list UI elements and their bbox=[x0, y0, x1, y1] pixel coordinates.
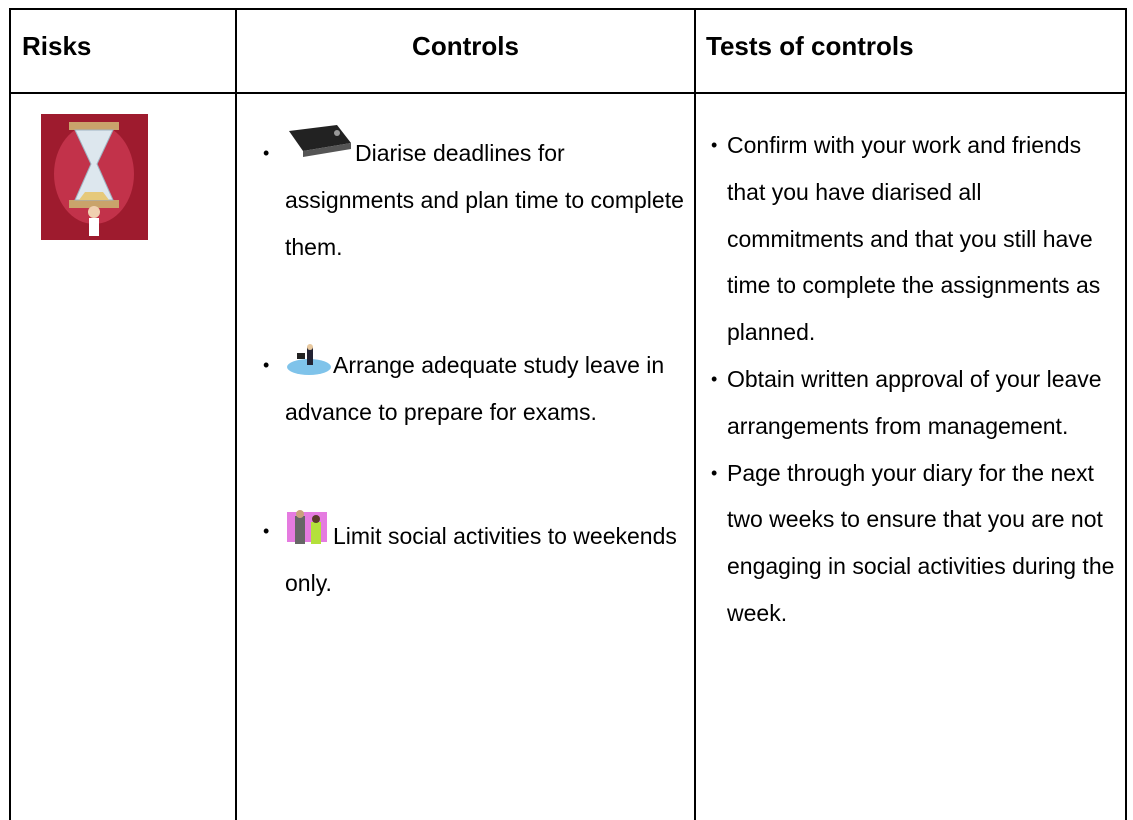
item-text: Diarise deadlines for assignments and pl… bbox=[285, 140, 684, 260]
leave-icon bbox=[287, 344, 331, 376]
list-item: • Diarise deadlines for assignments and p… bbox=[263, 125, 685, 270]
column-header: Controls bbox=[412, 31, 519, 61]
bullet: • bbox=[263, 143, 270, 163]
bullet: • bbox=[711, 135, 718, 155]
list-item: • Arrange adequate study leave in advance… bbox=[263, 342, 685, 436]
bullet: • bbox=[263, 355, 270, 376]
hourglass-image bbox=[41, 114, 148, 240]
list-item: • Obtain written approval of your leave a… bbox=[711, 356, 1123, 450]
tests-list: • Confirm with your work and friends that… bbox=[711, 122, 1123, 637]
table-border bbox=[1125, 8, 1127, 820]
bullet: • bbox=[711, 368, 718, 389]
item-text: Limit social activities to weekends only… bbox=[285, 522, 677, 596]
table-border bbox=[9, 8, 11, 820]
bullet: • bbox=[711, 462, 718, 483]
item-text: Obtain written approval of your leave ar… bbox=[727, 365, 1102, 439]
social-icon bbox=[287, 509, 327, 544]
diary-icon bbox=[289, 125, 351, 157]
list-item: • Confirm with your work and friends that… bbox=[711, 122, 1123, 356]
item-text: Page through your diary for the next two… bbox=[727, 459, 1115, 626]
table-border bbox=[9, 92, 1127, 94]
table-border bbox=[9, 8, 1127, 10]
bullet: • bbox=[263, 520, 270, 541]
table-border bbox=[694, 8, 696, 820]
column-header: Tests of controls bbox=[706, 31, 914, 61]
table-border bbox=[235, 8, 237, 820]
item-text: Confirm with your work and friends that … bbox=[727, 132, 1101, 346]
column-header: Risks bbox=[22, 31, 92, 61]
item-text: Arrange adequate study leave in advance … bbox=[285, 352, 665, 426]
controls-list: • Diarise deadlines for assignments and p… bbox=[263, 125, 685, 679]
list-item: • Page through your diary for the next tw… bbox=[711, 450, 1123, 637]
list-item: • Limit social activities to weekends onl… bbox=[263, 508, 685, 607]
